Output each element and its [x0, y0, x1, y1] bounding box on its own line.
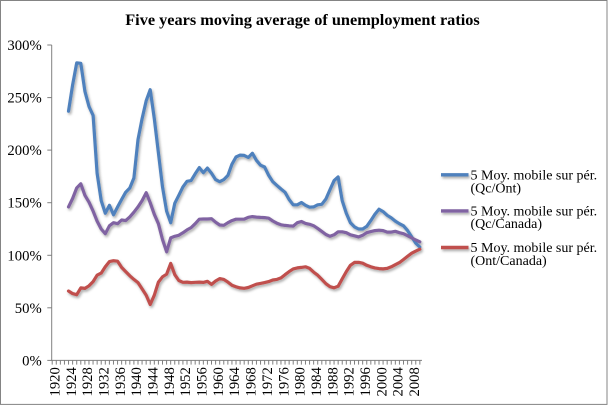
svg-text:1972: 1972: [260, 367, 276, 396]
svg-text:2004: 2004: [391, 366, 407, 396]
svg-text:1932: 1932: [97, 367, 113, 396]
svg-text:1988: 1988: [325, 367, 341, 396]
svg-text:0%: 0%: [22, 353, 42, 369]
svg-text:1956: 1956: [195, 367, 211, 396]
svg-text:(Qc/Ont): (Qc/Ont): [471, 182, 522, 197]
svg-text:2008: 2008: [407, 367, 423, 396]
svg-text:1976: 1976: [276, 367, 292, 396]
svg-text:100%: 100%: [7, 248, 41, 264]
svg-text:1960: 1960: [211, 367, 227, 396]
svg-text:1928: 1928: [80, 367, 96, 396]
svg-text:1924: 1924: [64, 366, 80, 396]
svg-text:5 Moy. mobile sur pér.: 5 Moy. mobile sur pér.: [471, 168, 598, 183]
svg-text:5 Moy. mobile sur pér.: 5 Moy. mobile sur pér.: [471, 204, 598, 219]
svg-text:50%: 50%: [15, 301, 42, 317]
svg-text:1980: 1980: [293, 367, 309, 396]
svg-text:150%: 150%: [7, 196, 41, 212]
svg-text:1948: 1948: [162, 367, 178, 396]
svg-text:1936: 1936: [113, 367, 129, 396]
svg-text:1944: 1944: [146, 366, 162, 396]
svg-text:1984: 1984: [309, 366, 325, 396]
svg-text:1996: 1996: [358, 367, 374, 396]
svg-text:1968: 1968: [244, 367, 260, 396]
svg-text:5 Moy. mobile sur pér.: 5 Moy. mobile sur pér.: [471, 241, 598, 256]
svg-text:(Ont/Canada): (Ont/Canada): [471, 254, 548, 269]
svg-text:1992: 1992: [342, 367, 358, 396]
svg-text:2000: 2000: [374, 367, 390, 396]
svg-text:250%: 250%: [7, 91, 41, 107]
svg-text:1920: 1920: [48, 367, 64, 396]
svg-text:1964: 1964: [227, 366, 243, 396]
svg-text:300%: 300%: [7, 38, 41, 54]
svg-text:(Qc/Canada): (Qc/Canada): [471, 217, 543, 232]
svg-text:200%: 200%: [7, 143, 41, 159]
svg-text:1940: 1940: [129, 367, 145, 396]
svg-text:Five years moving average of u: Five years moving average of unemploymen…: [125, 10, 480, 29]
svg-text:1952: 1952: [178, 367, 194, 396]
